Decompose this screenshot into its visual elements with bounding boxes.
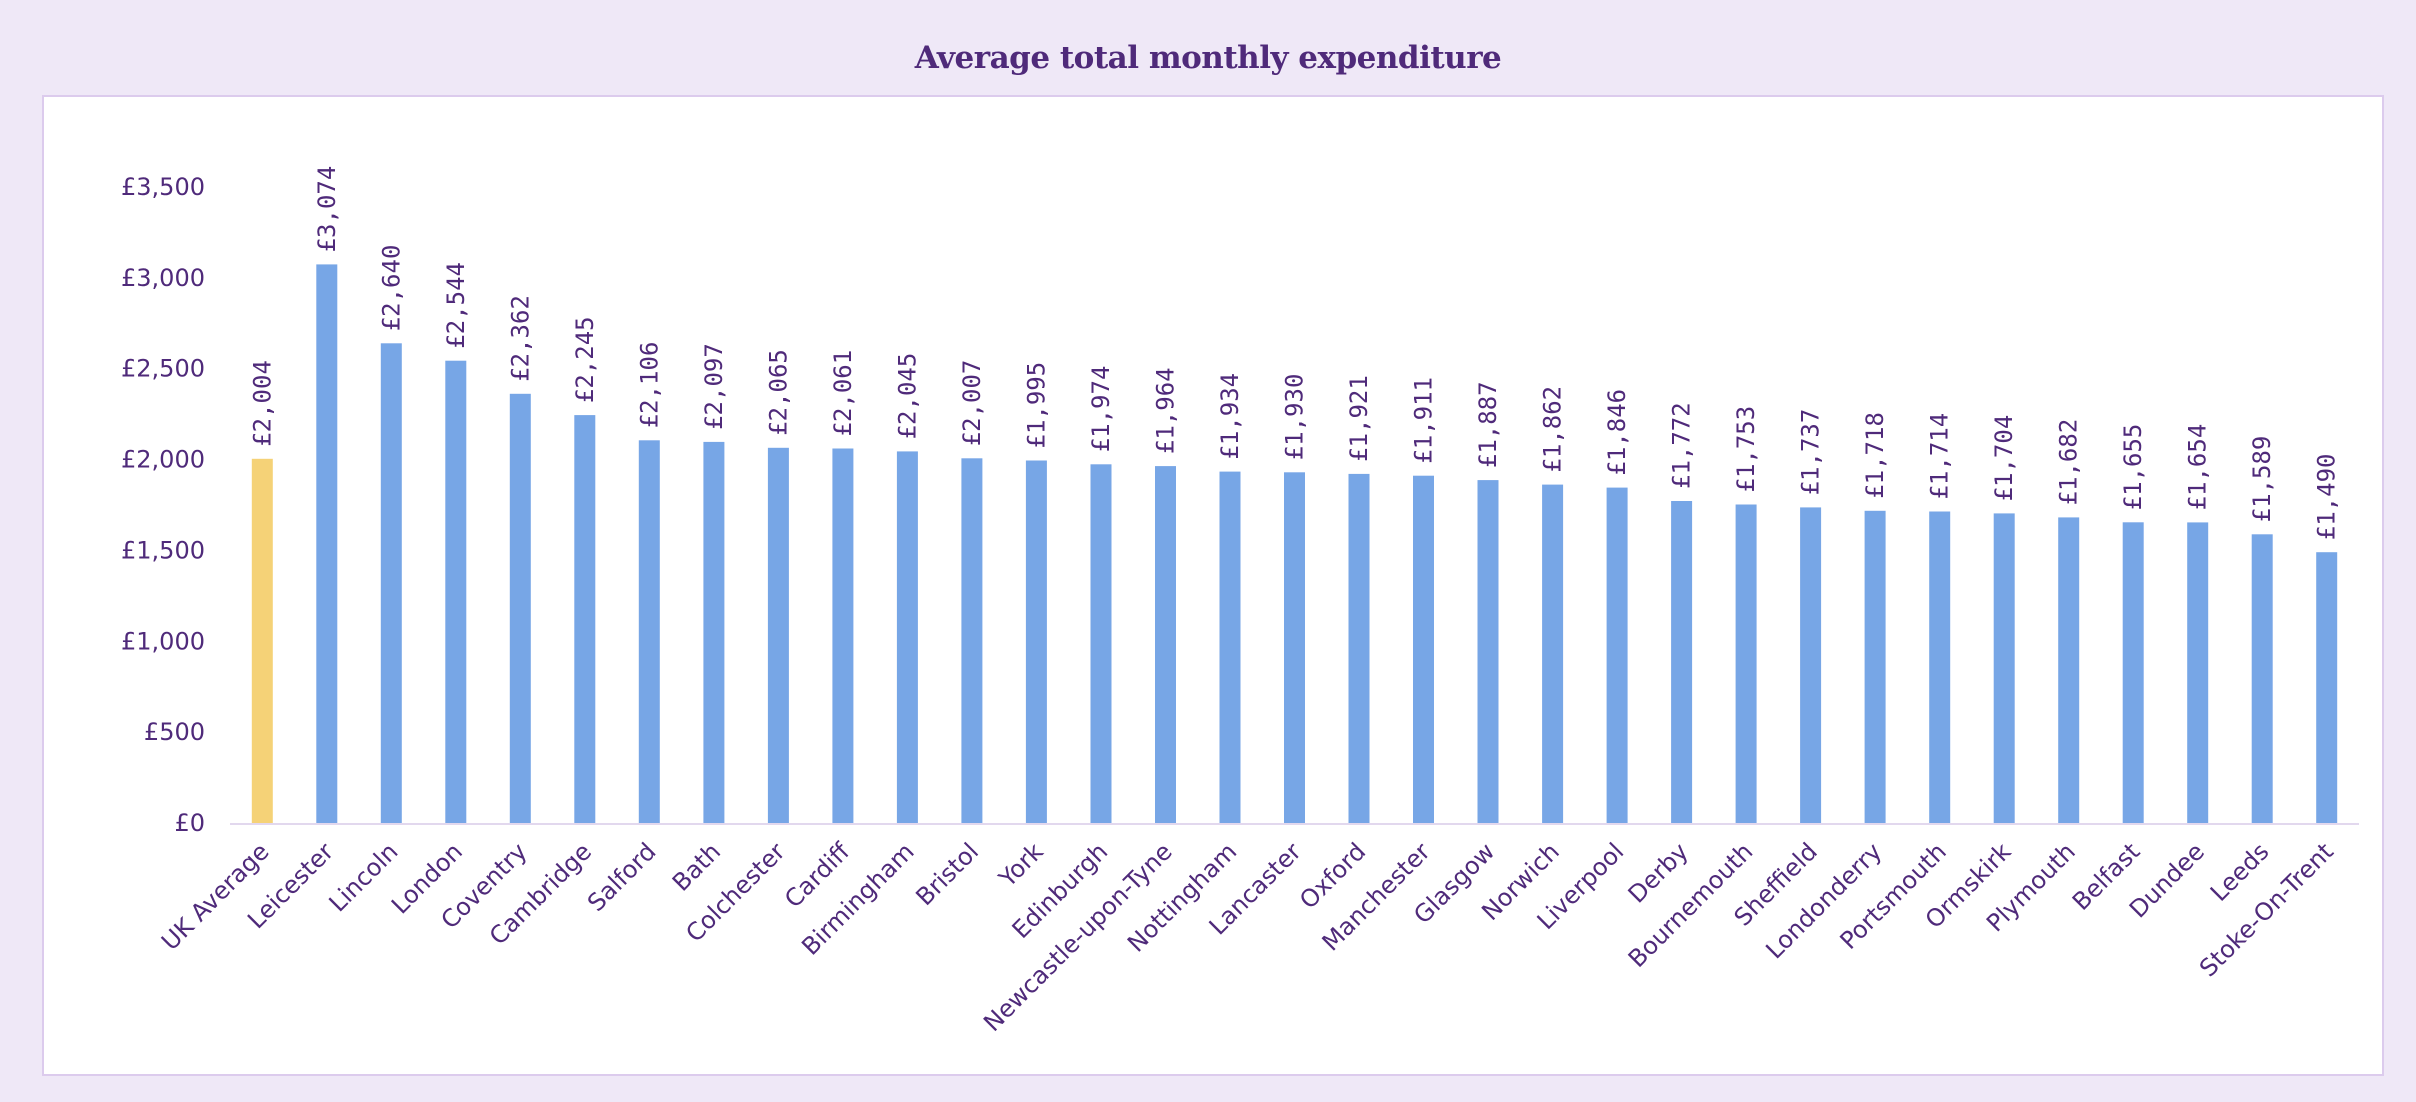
bar: [1993, 513, 2015, 823]
bar: [767, 447, 789, 823]
bar: [2058, 517, 2080, 823]
chart-panel: £0 £500 £1,000 £1,500 £2,000 £2,500 £3,000 £3,5…: [42, 95, 2384, 1076]
bar: [380, 343, 402, 823]
value-label: £2,544: [442, 262, 470, 349]
value-label: £1,846: [1603, 389, 1631, 476]
bar: [1735, 504, 1757, 823]
value-label: £1,753: [1732, 406, 1760, 493]
value-label: £1,921: [1345, 375, 1373, 462]
bar: [1025, 460, 1047, 823]
y-tick-label: £3,500: [121, 173, 205, 201]
x-tick-label: Bristol: [910, 837, 984, 911]
x-tick-label: UK Average: [156, 837, 274, 955]
bar: [1413, 475, 1434, 823]
value-label: £1,490: [2313, 453, 2341, 540]
y-tick-label: £500: [144, 718, 205, 746]
y-tick-label: £2,500: [121, 355, 205, 383]
value-labels: £2,004 £3,074 £2,640 £2,544 £2,362 £2,245 £2,1…: [248, 166, 2340, 541]
value-label: £2,065: [764, 349, 792, 436]
y-tick-label: £1,500: [121, 536, 205, 564]
bar: [2122, 522, 2144, 823]
value-label: £2,061: [829, 350, 857, 437]
y-axis: £0 £500 £1,000 £1,500 £2,000 £2,500 £3,000 £3,5…: [121, 173, 205, 837]
value-label: £3,074: [313, 166, 341, 253]
x-axis-labels: UK AverageLeicesterLincolnLondonCoventry…: [156, 837, 2339, 1037]
bar: [1090, 464, 1112, 823]
bar: [1800, 507, 1822, 823]
bar: [2251, 534, 2273, 823]
value-label: £1,682: [2055, 419, 2083, 506]
value-label: £1,654: [2184, 424, 2212, 511]
bar: [1219, 471, 1241, 823]
value-label: £2,004: [248, 360, 276, 447]
bar: [445, 360, 467, 823]
bars: [251, 264, 2338, 823]
bar: [316, 264, 338, 823]
bar: [1542, 484, 1564, 823]
value-label: £1,737: [1797, 409, 1825, 496]
bar-chart: £0 £500 £1,000 £1,500 £2,000 £2,500 £3,000 £3,5…: [121, 166, 2359, 1037]
bar: [896, 451, 918, 823]
x-tick-label: Birmingham: [796, 837, 919, 960]
value-label: £1,718: [1861, 412, 1889, 499]
value-label: £1,995: [1022, 362, 1050, 449]
bar: [1606, 487, 1628, 823]
chart-title: Average total monthly expenditure: [914, 40, 1502, 76]
bar: [1864, 510, 1886, 823]
bar: [1284, 472, 1305, 823]
value-label: £1,862: [1539, 386, 1567, 473]
value-label: £1,655: [2119, 424, 2147, 511]
bar: [1477, 480, 1499, 823]
value-label: £1,930: [1281, 374, 1309, 461]
bar: [1348, 473, 1370, 823]
bar: [1929, 511, 1951, 823]
value-label: £1,704: [1990, 415, 2018, 502]
bar: [638, 440, 660, 823]
bar: [574, 415, 596, 823]
value-label: £2,045: [893, 353, 921, 440]
value-label: £2,640: [377, 245, 405, 332]
y-tick-label: £2,000: [121, 446, 205, 474]
value-label: £1,589: [2248, 436, 2276, 523]
value-label: £2,097: [700, 343, 728, 430]
x-tick-label: Salford: [582, 837, 661, 916]
x-tick-label: Bath: [667, 837, 726, 896]
y-tick-label: £3,000: [121, 264, 205, 292]
value-label: £1,911: [1410, 377, 1438, 464]
bar: [2187, 522, 2209, 823]
value-label: £2,245: [571, 316, 599, 403]
bar-uk-average: [251, 458, 273, 823]
bar: [703, 441, 725, 823]
bar: [2316, 552, 2338, 823]
bar: [1155, 466, 1176, 823]
x-tick-label: York: [993, 837, 1049, 893]
value-label: £1,772: [1668, 402, 1696, 489]
value-label: £1,714: [1926, 413, 1954, 500]
value-label: £2,362: [506, 295, 534, 382]
y-tick-label: £0: [174, 809, 205, 837]
value-label: £1,964: [1152, 367, 1180, 454]
bar: [509, 393, 531, 823]
value-label: £2,106: [635, 342, 663, 429]
bar: [961, 458, 983, 823]
value-label: £1,934: [1216, 373, 1244, 460]
bar: [832, 448, 854, 823]
value-label: £1,887: [1474, 381, 1502, 468]
y-tick-label: £1,000: [121, 627, 205, 655]
value-label: £1,974: [1087, 366, 1115, 453]
bar: [1671, 501, 1693, 823]
value-label: £2,007: [958, 360, 986, 447]
